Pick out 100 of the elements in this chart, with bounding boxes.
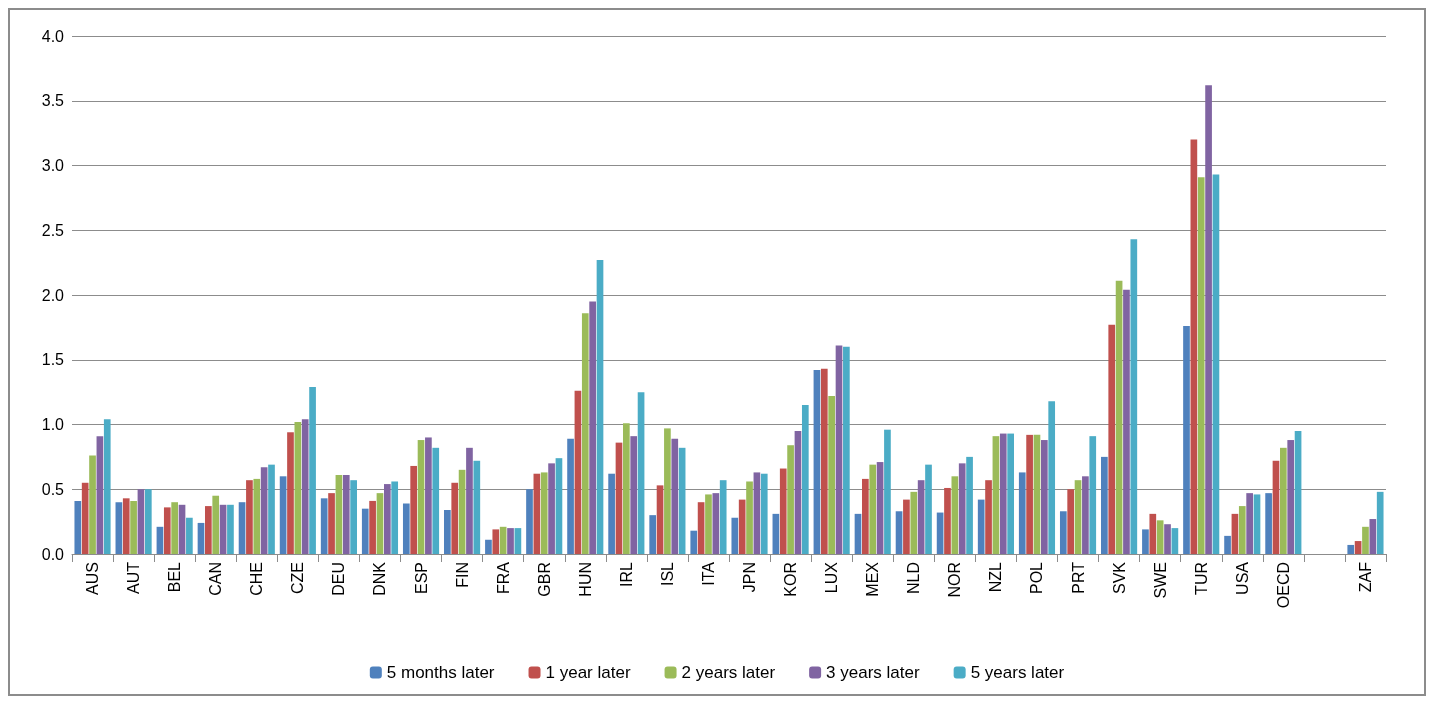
x-tick-label: CAN — [207, 562, 225, 596]
bar — [246, 480, 253, 554]
x-tick-label: OECD — [1274, 562, 1292, 609]
bar — [548, 463, 555, 554]
bar — [335, 475, 343, 554]
bar — [1067, 489, 1075, 554]
bar — [787, 445, 794, 554]
bar — [589, 301, 596, 554]
bar — [268, 464, 275, 554]
x-tick-label: FRA — [494, 561, 512, 594]
bar — [212, 495, 220, 554]
bar — [992, 436, 1000, 554]
bar — [425, 437, 432, 554]
x-tick-label: ESP — [412, 562, 430, 595]
bar — [1347, 544, 1355, 554]
x-tick-label: JPN — [741, 562, 759, 593]
bar — [115, 502, 123, 554]
bar — [746, 481, 753, 554]
bar — [451, 482, 459, 554]
bar — [1354, 541, 1362, 554]
bar — [301, 419, 309, 554]
bar — [1026, 434, 1033, 554]
bar — [1287, 440, 1295, 554]
bar — [1156, 520, 1164, 554]
bar — [813, 370, 821, 554]
bar — [514, 528, 522, 554]
bar — [1205, 85, 1212, 554]
bar — [801, 405, 809, 554]
bar — [623, 423, 630, 554]
bar — [567, 438, 574, 554]
y-tick-label: 4.0 — [41, 27, 65, 45]
bar — [1246, 493, 1253, 554]
bar — [1197, 177, 1205, 554]
bar — [1183, 326, 1190, 554]
bar — [287, 432, 294, 554]
bar — [903, 499, 910, 554]
bar — [738, 499, 746, 554]
y-tick-label: 1.0 — [41, 416, 65, 433]
bar — [361, 508, 369, 554]
bar — [876, 462, 884, 554]
bar — [910, 491, 918, 554]
bar — [253, 478, 261, 554]
bar — [1212, 174, 1220, 554]
bar — [1171, 528, 1179, 554]
bar — [925, 464, 932, 554]
bar — [122, 498, 130, 554]
bar — [779, 468, 787, 554]
bar — [402, 503, 410, 554]
bar — [895, 511, 903, 554]
y-tick-label: 0.5 — [41, 480, 65, 498]
bar — [828, 396, 835, 554]
bar — [376, 493, 384, 554]
bar — [473, 460, 481, 554]
bar — [1048, 401, 1056, 554]
x-tick-label: HUN — [576, 562, 594, 597]
x-tick-label: DEU — [330, 562, 348, 596]
bar — [966, 456, 973, 554]
bar — [294, 421, 302, 554]
bar — [458, 469, 466, 554]
x-tick-label: TUR — [1192, 562, 1210, 595]
bar — [637, 392, 645, 554]
bar — [884, 429, 891, 554]
x-tick-label: USA — [1233, 561, 1251, 595]
bar — [466, 447, 473, 554]
bar — [205, 506, 212, 554]
x-tick-label: ITA — [699, 561, 717, 586]
x-tick-label: GBR — [535, 562, 553, 597]
bar — [1253, 494, 1261, 554]
x-tick-label: AUT — [125, 561, 143, 594]
bar — [731, 517, 739, 554]
bar — [342, 475, 350, 554]
bar — [760, 473, 768, 554]
bar — [671, 438, 679, 554]
bar — [1123, 289, 1130, 554]
bar — [820, 368, 828, 554]
bar — [279, 476, 287, 554]
bar — [596, 260, 604, 554]
bar — [1149, 513, 1157, 554]
x-tick-label: NLD — [905, 562, 923, 595]
bar — [74, 500, 82, 554]
bar — [171, 502, 178, 554]
bar — [238, 502, 246, 554]
bar — [656, 485, 664, 554]
legend-label: 3 years later — [826, 663, 920, 682]
y-tick-label: 1.5 — [41, 351, 65, 369]
bar — [1089, 436, 1097, 554]
bar — [753, 472, 761, 554]
bar — [89, 455, 96, 554]
bar — [555, 458, 563, 554]
bar — [1040, 440, 1048, 554]
bar — [526, 489, 533, 554]
bar — [630, 436, 638, 554]
bar — [1115, 280, 1123, 554]
bar — [383, 484, 391, 554]
x-tick-label: DNK — [371, 561, 389, 596]
bar — [186, 517, 193, 554]
bar — [432, 447, 440, 554]
bar — [499, 526, 507, 554]
bar — [649, 515, 657, 554]
x-tick-label: AUS — [84, 562, 102, 595]
